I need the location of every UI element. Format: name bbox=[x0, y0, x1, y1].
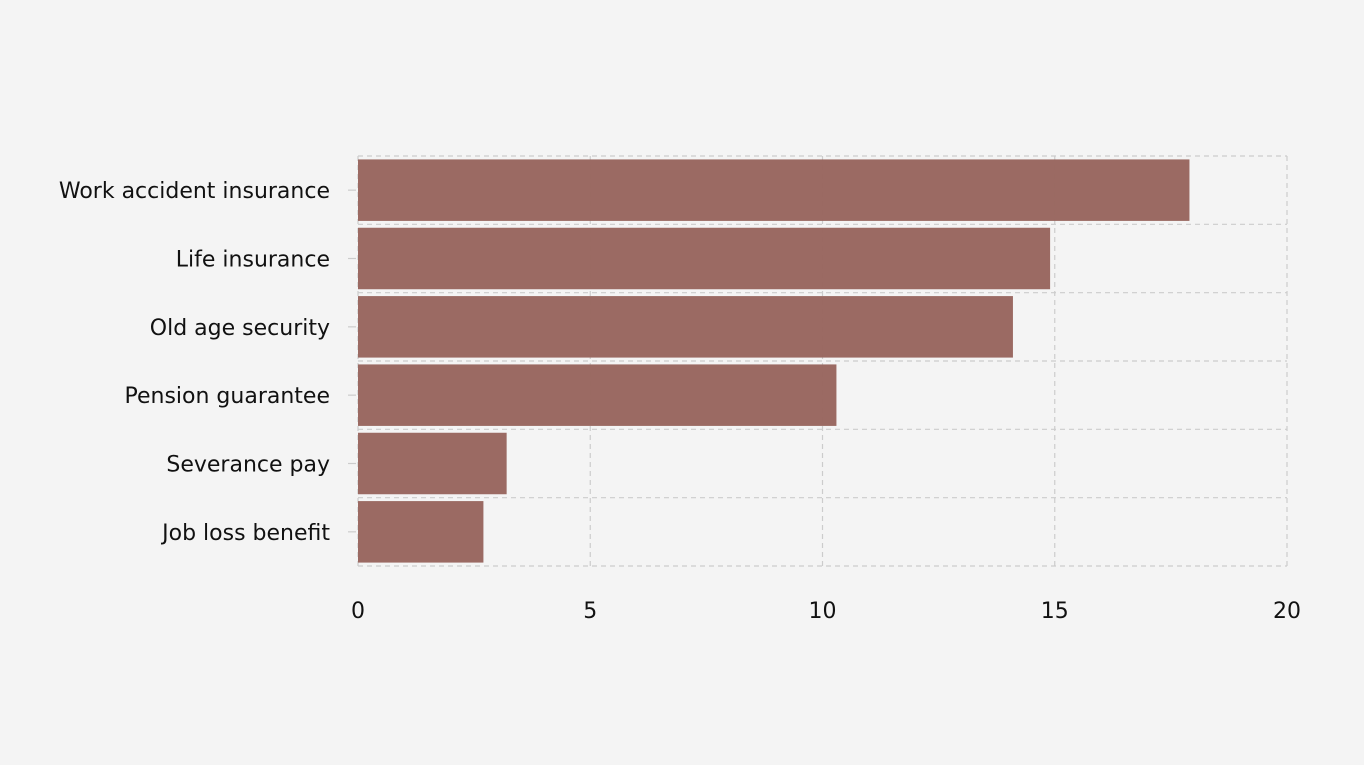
bars-layer bbox=[358, 159, 1190, 563]
bar[interactable] bbox=[358, 159, 1190, 221]
y-axis-labels: Work accident insurance Life insurance Old… bbox=[59, 179, 330, 546]
grid-layer bbox=[348, 155, 1288, 567]
x-tick-label: 0 bbox=[351, 599, 365, 624]
x-tick-label: 20 bbox=[1273, 599, 1301, 624]
y-tick-label: Work accident insurance bbox=[59, 179, 330, 204]
bar[interactable] bbox=[358, 227, 1051, 290]
y-tick-label: Job loss benefit bbox=[160, 521, 330, 546]
bar[interactable] bbox=[358, 432, 507, 495]
x-axis-ticks: 0 5 10 15 20 bbox=[351, 599, 1301, 624]
x-tick-label: 5 bbox=[583, 599, 597, 624]
x-tick-label: 15 bbox=[1041, 599, 1069, 624]
bar[interactable] bbox=[358, 501, 484, 563]
x-tick-label: 10 bbox=[809, 599, 837, 624]
bar[interactable] bbox=[358, 296, 1013, 358]
y-tick-label: Life insurance bbox=[176, 248, 330, 273]
y-tick-label: Old age security bbox=[150, 316, 330, 341]
bar[interactable] bbox=[358, 364, 837, 426]
y-tick-label: Severance pay bbox=[166, 453, 330, 478]
y-tick-label: Pension guarantee bbox=[125, 384, 331, 409]
